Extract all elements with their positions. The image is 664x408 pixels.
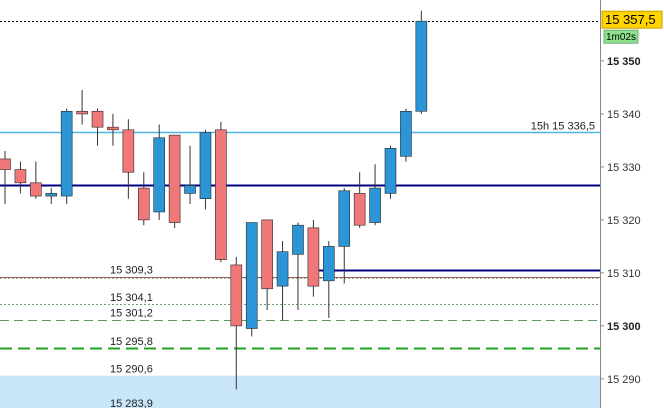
candle-body[interactable] [30,182,42,197]
candle-body[interactable] [0,158,11,170]
candle-body[interactable] [76,110,88,115]
candle-body[interactable] [384,148,397,194]
candle-body[interactable] [415,20,428,112]
candle-body[interactable] [215,129,227,260]
candle-body[interactable] [245,222,258,329]
level-label: 15h 15 336,5 [531,120,595,132]
support-zone [0,375,600,408]
level-label: 15 283,9 [110,398,153,408]
price-tick-label: 15 290 [607,374,641,386]
candle-body[interactable] [184,185,196,194]
candle-timer-badge [603,29,639,44]
candle-body[interactable] [338,190,351,247]
level-label: 15 304,1 [110,292,153,304]
price-tick-label: 15 350 [607,56,641,68]
candle-body[interactable] [292,224,304,255]
candle-body[interactable] [122,129,135,173]
price-tick-label: 15 320 [607,215,641,227]
candle-body[interactable] [168,134,181,223]
current-price-label: 15 357,5 [605,12,656,27]
candle-body[interactable] [323,246,335,282]
level-label: 15 309,3 [110,265,153,277]
candle-body[interactable] [91,110,104,128]
candle-body[interactable] [153,137,165,213]
candle-body[interactable] [353,193,366,226]
candle-body[interactable] [107,126,119,131]
candle-body[interactable] [45,193,58,197]
candle-body[interactable] [276,251,289,287]
candle-body[interactable] [14,169,27,184]
candle-body[interactable] [199,132,212,200]
current-price-badge [601,10,663,29]
price-tick-label: 15 310 [607,268,641,280]
candle-timer-label: 1m02s [606,32,636,43]
candle-body[interactable] [60,110,73,197]
candle-body[interactable] [307,227,320,287]
price-tick-label: 15 300 [607,321,641,333]
candle-body[interactable] [230,264,243,327]
level-label: 15 295,8 [110,336,153,348]
price-tick-label: 15 330 [607,162,641,174]
candle-body[interactable] [137,187,150,221]
level-label: 15 301,2 [110,308,153,320]
candle-body[interactable] [369,187,381,223]
candle-body[interactable] [400,110,412,157]
price-tick-label: 15 340 [607,109,641,121]
candle-body[interactable] [261,219,273,290]
level-label: 15 290,6 [110,364,153,376]
